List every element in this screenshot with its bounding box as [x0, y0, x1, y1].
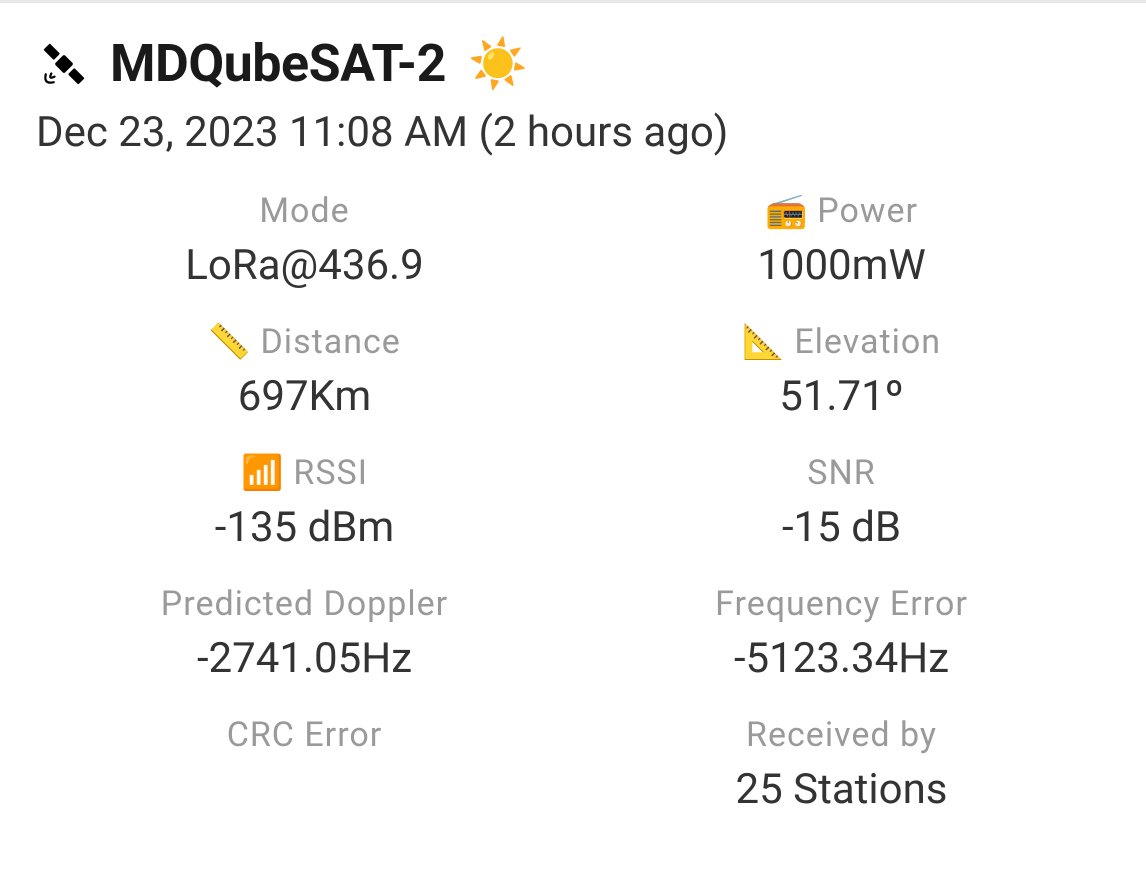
satellite-header: MDQubeSAT-2 ☀️ [36, 33, 1110, 94]
mode-label: Mode [259, 191, 349, 231]
metric-elevation: 📐 Elevation 51.71º [573, 312, 1110, 443]
received-by-label: Received by [746, 715, 937, 755]
crc-error-label: CRC Error [227, 715, 383, 755]
metric-received-by: Received by 25 Stations [573, 705, 1110, 836]
distance-value: 697Km [36, 372, 573, 421]
freq-error-value: -5123.34Hz [573, 634, 1110, 683]
metric-power: 📻 Power 1000mW [573, 181, 1110, 312]
distance-label: Distance [260, 322, 400, 362]
snr-label: SNR [807, 453, 875, 493]
snr-value: -15 dB [573, 503, 1110, 552]
satellite-name: MDQubeSAT-2 [110, 33, 446, 94]
doppler-label: Predicted Doppler [161, 584, 448, 624]
power-label: Power [817, 191, 918, 231]
triangle-ruler-icon: 📐 [742, 325, 784, 359]
rssi-label: RSSI [293, 453, 368, 493]
freq-error-label: Frequency Error [715, 584, 968, 624]
metric-distance: 📏 Distance 697Km [36, 312, 573, 443]
satellite-icon [24, 24, 103, 103]
received-by-value: 25 Stations [573, 765, 1110, 814]
doppler-value: -2741.05Hz [36, 634, 573, 683]
sun-icon: ☀️ [468, 35, 528, 92]
elevation-value: 51.71º [573, 372, 1110, 421]
metric-doppler: Predicted Doppler -2741.05Hz [36, 574, 573, 705]
rssi-value: -135 dBm [36, 503, 573, 552]
mode-value: LoRa@436.9 [36, 241, 573, 290]
power-value: 1000mW [573, 241, 1110, 290]
elevation-label: Elevation [794, 322, 941, 362]
radio-icon: 📻 [765, 194, 807, 228]
metric-crc-error: CRC Error [36, 705, 573, 836]
signal-bars-icon: 📶 [241, 456, 283, 490]
metric-rssi: 📶 RSSI -135 dBm [36, 443, 573, 574]
metric-snr: SNR -15 dB [573, 443, 1110, 574]
metric-freq-error: Frequency Error -5123.34Hz [573, 574, 1110, 705]
metrics-grid: Mode LoRa@436.9 📻 Power 1000mW 📏 Distanc… [36, 181, 1110, 836]
ruler-icon: 📏 [208, 325, 250, 359]
metric-mode: Mode LoRa@436.9 [36, 181, 573, 312]
timestamp: Dec 23, 2023 11:08 AM (2 hours ago) [36, 108, 1110, 157]
